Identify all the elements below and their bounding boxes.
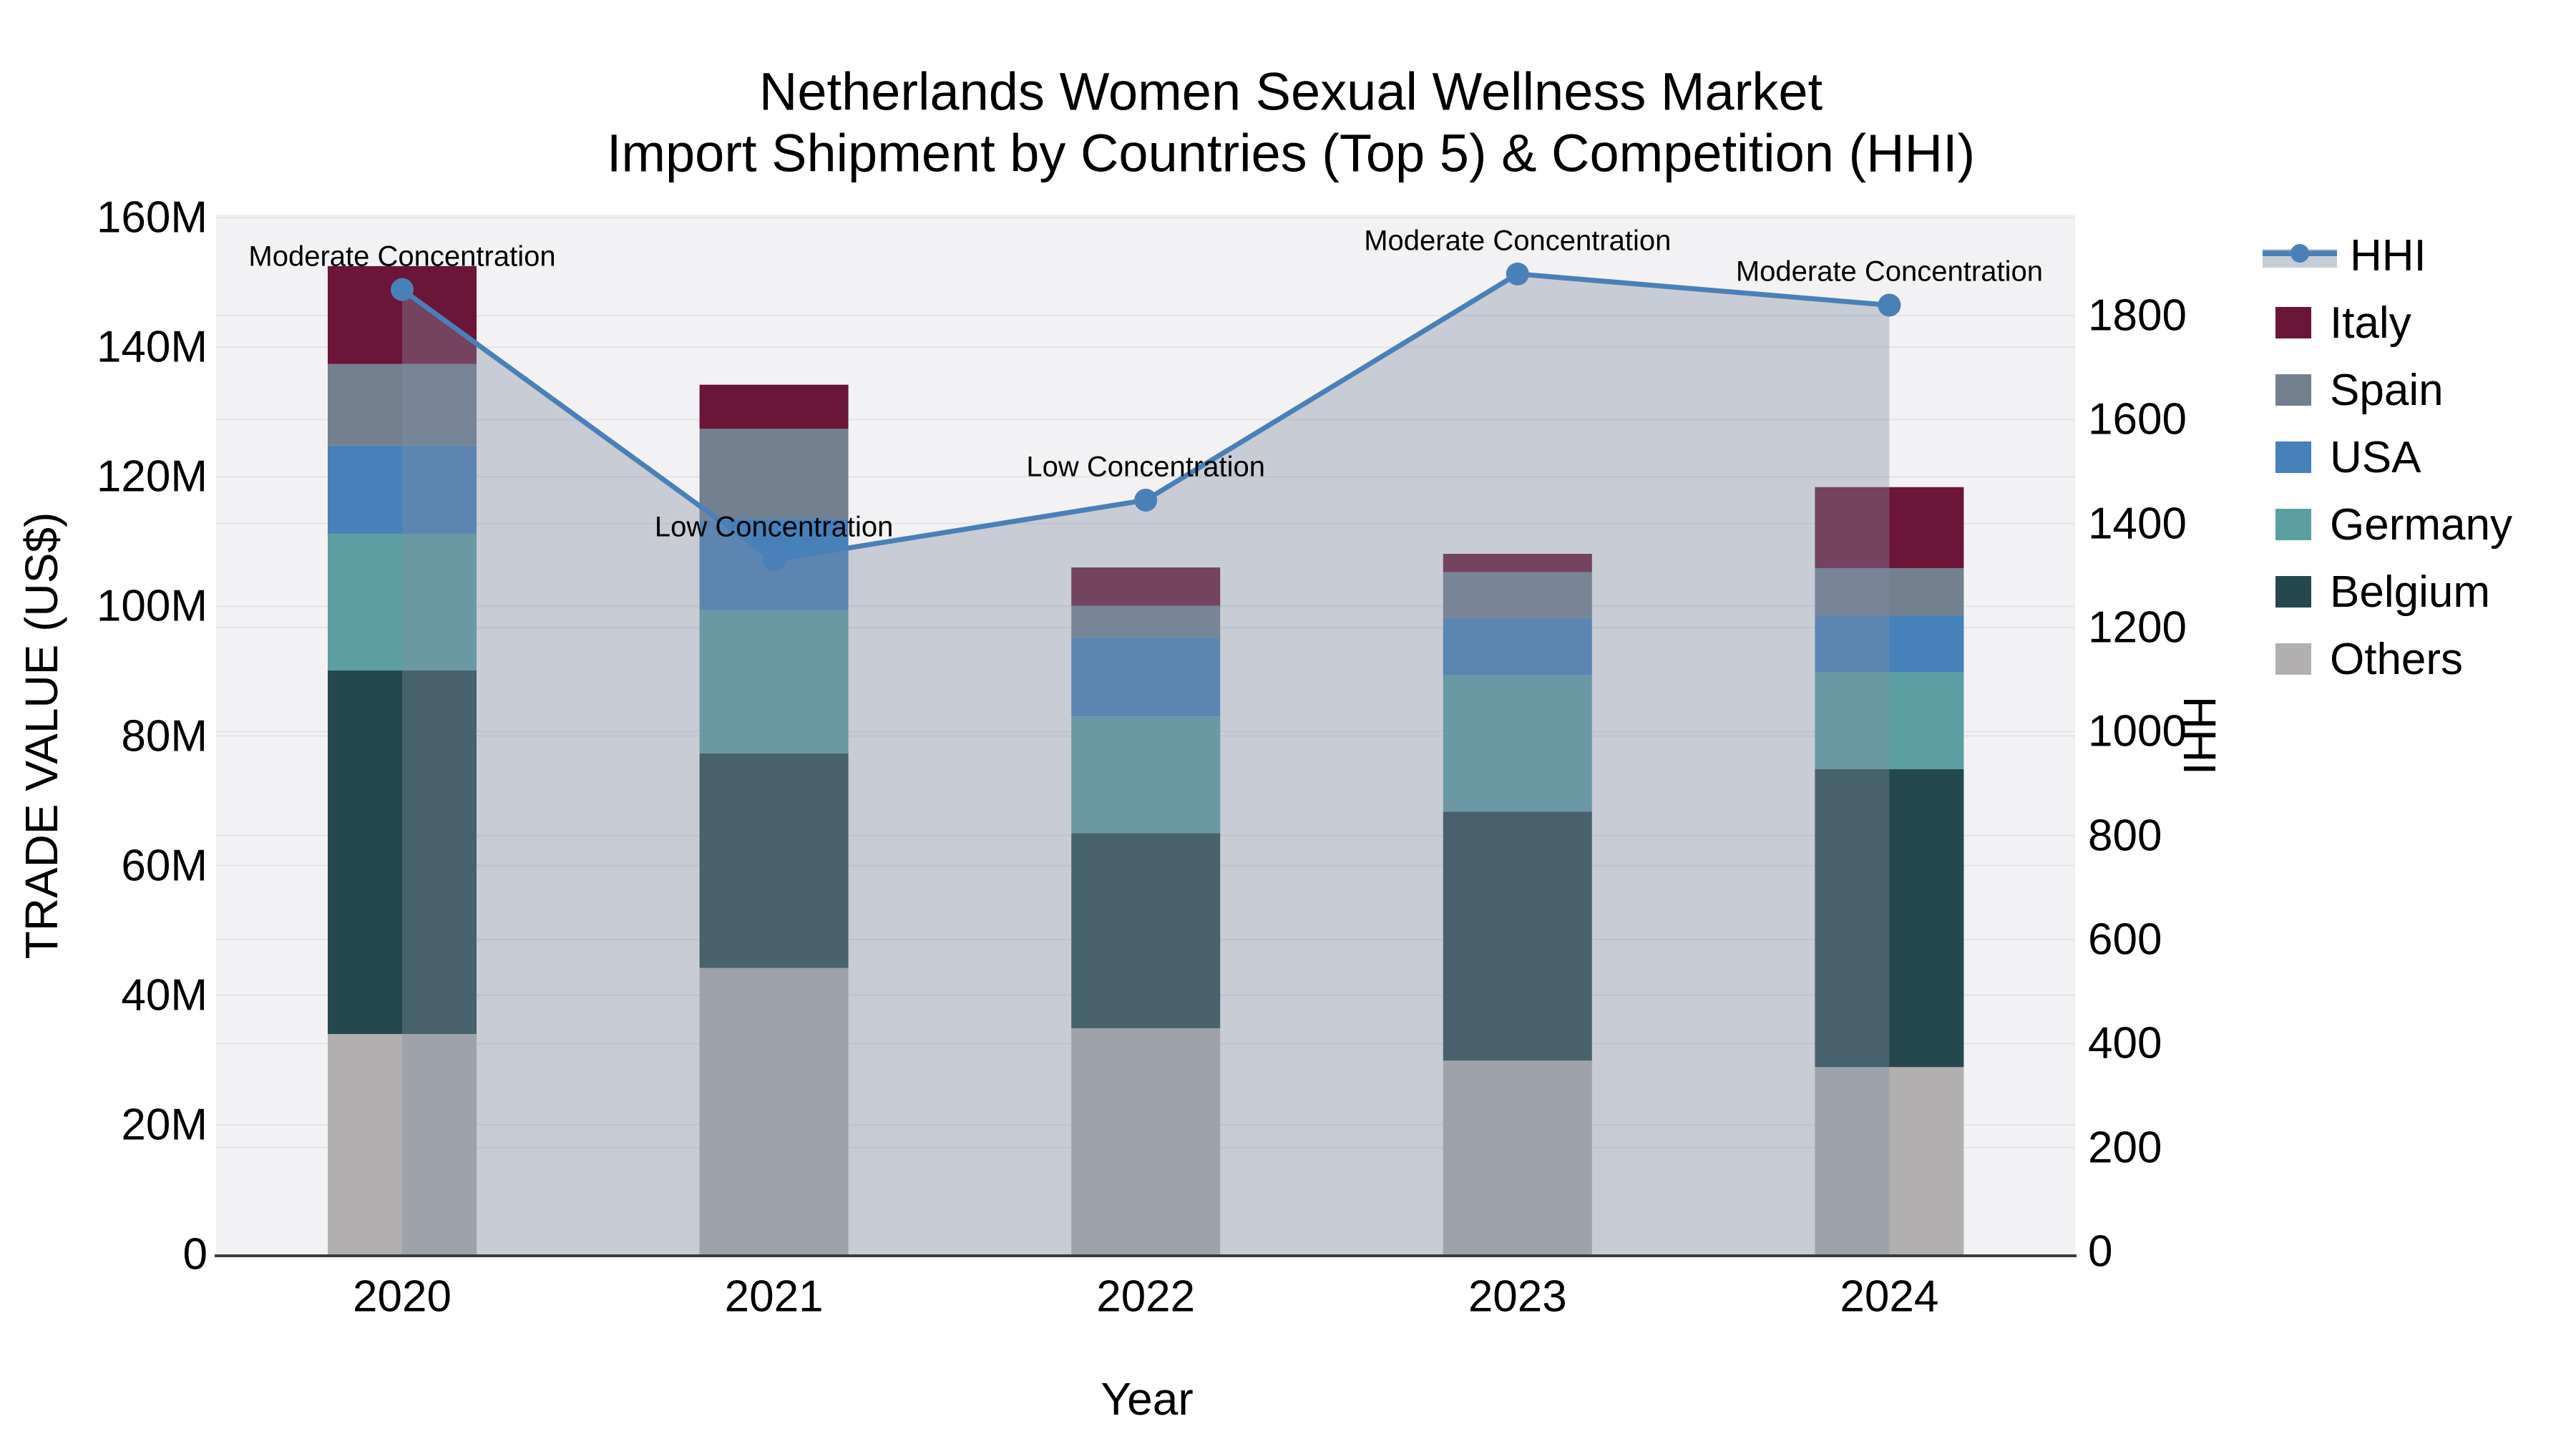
legend: HHI Italy Spain USA Germany Belgium Others [2263,230,2512,701]
bar-segment-spain-2024 [1815,567,1964,616]
bar-segment-others-2023 [1443,1060,1592,1254]
bar-segment-spain-2023 [1443,572,1592,618]
annotation-2020: Moderate Concentration [248,240,556,273]
right-tick-1200: 1200 [2088,602,2187,653]
bar-segment-belgium-2021 [699,753,849,968]
left-tick-60M: 60M [121,841,208,891]
right-tick-800: 800 [2088,811,2162,861]
bar-segment-belgium-2024 [1815,769,1964,1068]
x-tick-2023: 2023 [1468,1272,1567,1322]
x-tick-2022: 2022 [1096,1272,1196,1322]
annotation-2024: Moderate Concentration [1735,255,2043,288]
legend-item-italy[interactable]: Italy [2275,298,2512,348]
legend-item-spain[interactable]: Spain [2275,365,2512,415]
chart-title-line1: Netherlands Women Sexual Wellness Market [758,62,1823,122]
right-tick-0: 0 [2088,1226,2113,1277]
left-tick-20M: 20M [121,1100,208,1150]
legend-label: Others [2330,634,2464,684]
legend-label: Germany [2330,499,2512,550]
legend-item-germany[interactable]: Germany [2275,499,2512,550]
bar-segment-germany-2023 [1443,675,1592,812]
hhi-marker-2020 [391,278,414,301]
right-tick-600: 600 [2088,914,2162,965]
annotation-2023: Moderate Concentration [1364,225,1672,257]
legend-label: Italy [2330,298,2411,348]
hhi-marker-2024 [1878,293,1901,317]
legend-label: Belgium [2330,567,2490,617]
bar-segment-italy-2023 [1443,554,1592,572]
color-swatch-icon [2275,576,2311,608]
right-tick-1600: 1600 [2088,394,2187,444]
legend-item-belgium[interactable]: Belgium [2275,567,2512,617]
left-tick-0: 0 [182,1229,208,1279]
bar-segment-usa-2024 [1815,615,1964,673]
right-tick-1400: 1400 [2088,499,2187,549]
hhi-marker-2021 [762,548,786,572]
x-tick-2020: 2020 [353,1272,452,1322]
color-swatch-icon [2275,643,2311,675]
bar-segment-usa-2022 [1071,637,1221,717]
right-tick-400: 400 [2088,1018,2162,1068]
bar-segment-italy-2024 [1815,487,1964,568]
bar-segment-germany-2024 [1815,672,1964,769]
right-tick-200: 200 [2088,1123,2162,1173]
legend-label: Spain [2330,365,2444,415]
bar-segment-germany-2020 [328,533,477,671]
legend-item-usa[interactable]: USA [2275,432,2512,482]
hhi-line-swatch-icon [2263,243,2337,268]
legend-label: HHI [2350,230,2426,280]
left-tick-160M: 160M [96,192,208,243]
bar-segment-belgium-2023 [1443,811,1592,1061]
color-swatch-icon [2275,509,2311,540]
bar-segment-others-2021 [699,967,849,1254]
left-tick-40M: 40M [121,970,208,1020]
x-axis-title: Year [1101,1373,1194,1425]
bar-segment-germany-2022 [1071,716,1221,834]
annotation-2022: Low Concentration [1026,451,1265,483]
annotation-2021: Low Concentration [654,511,894,543]
bar-segment-belgium-2022 [1071,833,1221,1028]
bar-segment-spain-2022 [1071,605,1221,638]
legend-item-others[interactable]: Others [2275,634,2512,684]
legend-item-hhi[interactable]: HHI [2263,230,2512,280]
x-tick-2024: 2024 [1840,1272,1939,1322]
color-swatch-icon [2275,307,2311,338]
bar-segment-usa-2020 [328,445,477,534]
left-axis-title: TRADE VALUE (US$) [16,512,67,960]
bar-segment-germany-2021 [699,610,849,753]
legend-label: USA [2330,432,2421,482]
bar-segment-usa-2023 [1443,618,1592,675]
bar-segment-others-2020 [328,1034,477,1254]
bar-segment-belgium-2020 [328,670,477,1035]
color-swatch-icon [2275,441,2311,473]
left-tick-100M: 100M [96,581,208,631]
bar-segment-spain-2020 [328,364,477,446]
hhi-marker-2022 [1134,488,1158,512]
right-tick-1800: 1800 [2088,291,2187,341]
left-tick-80M: 80M [121,711,208,761]
bar-segment-others-2022 [1071,1028,1221,1254]
bar-segment-italy-2021 [699,384,849,429]
left-tick-120M: 120M [96,452,208,502]
x-tick-2021: 2021 [724,1272,824,1322]
right-tick-1000: 1000 [2088,706,2187,756]
chart-title-line2: Import Shipment by Countries (Top 5) & C… [606,123,1976,183]
hhi-area-fill [402,273,1890,1255]
color-swatch-icon [2275,374,2311,406]
left-tick-140M: 140M [96,322,208,372]
hhi-marker-2023 [1506,262,1529,286]
bar-segment-spain-2021 [699,429,849,519]
bar-segment-others-2024 [1815,1067,1964,1254]
bar-segment-italy-2022 [1071,567,1221,606]
